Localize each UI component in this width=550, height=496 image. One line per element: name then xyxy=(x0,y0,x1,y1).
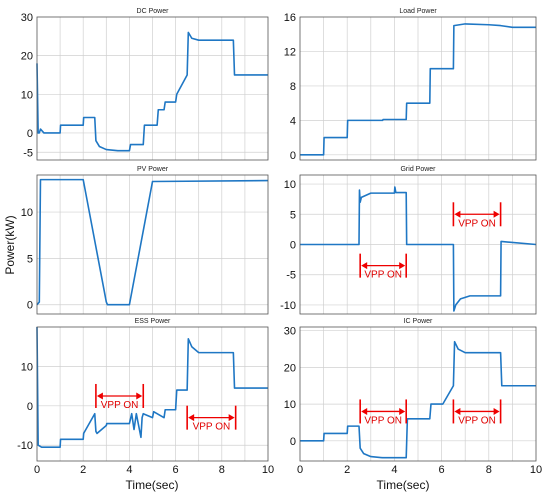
y-tick-label: 4 xyxy=(290,115,296,127)
annotation-label: VPP ON xyxy=(364,270,402,281)
series-line-ess xyxy=(36,326,268,449)
y-tick-label: 30 xyxy=(284,326,296,338)
panel-load: Load Power 0 4 8 12 16 xyxy=(284,8,537,162)
x-tick-label: 0 xyxy=(297,464,303,476)
x-tick-label: 4 xyxy=(391,464,397,476)
y-tick-label: 0 xyxy=(27,300,33,312)
annotation-arrowhead-right xyxy=(136,392,143,400)
annotation-arrowhead-left xyxy=(96,392,103,400)
x-axis-label-right: Time(sec) xyxy=(377,478,430,492)
x-tick-label: 2 xyxy=(80,464,86,476)
y-tick-label: 30 xyxy=(21,12,33,24)
y-tick-label: 10 xyxy=(284,179,296,191)
axes-frame-ic xyxy=(299,326,537,462)
series-line-pv xyxy=(36,178,269,306)
series-line-grid xyxy=(300,186,537,312)
panel-title-dc: DC Power xyxy=(137,8,170,15)
panel-title-ess: ESS Power xyxy=(135,318,171,325)
annotation-arrowhead-left xyxy=(454,407,461,415)
series-line-load xyxy=(300,23,536,156)
y-tick-label: 12 xyxy=(284,46,296,58)
x-tick-label: 6 xyxy=(173,464,179,476)
y-tick-label: -10 xyxy=(17,440,33,452)
vpp-annotation: VPP ON xyxy=(186,405,237,433)
panel-title-grid: Grid Power xyxy=(400,166,436,173)
annotation-arrowhead-left xyxy=(361,407,368,415)
axes-frame-ess xyxy=(36,326,269,462)
y-tick-label: 0 xyxy=(290,436,296,448)
y-tick-label: 5 xyxy=(290,209,296,221)
y-tick-label: 0 xyxy=(290,150,296,162)
series-line-ic xyxy=(300,340,536,459)
vpp-annotation: VPP ON xyxy=(452,202,502,229)
annotation-arrowhead-right xyxy=(399,407,406,415)
axes-frame-pv xyxy=(36,174,269,315)
x-tick-label: 8 xyxy=(486,464,492,476)
annotation-label: VPP ON xyxy=(193,422,231,433)
y-tick-label: 20 xyxy=(284,362,296,374)
y-tick-label: 16 xyxy=(284,12,296,24)
y-tick-label: 0 xyxy=(27,401,33,413)
vpp-annotation: VPP ON xyxy=(452,399,502,426)
annotation-label: VPP ON xyxy=(101,400,139,411)
axes-frame-grid xyxy=(299,174,537,315)
panel-pv: PV Power 0 5 10 xyxy=(21,166,269,315)
annotation-arrowhead-right xyxy=(228,414,235,422)
y-tick-label: 20 xyxy=(21,51,33,63)
y-tick-label: 10 xyxy=(284,399,296,411)
x-tick-label: 10 xyxy=(262,464,274,476)
x-tick-label: 8 xyxy=(219,464,225,476)
annotation-arrowhead-right xyxy=(493,407,500,415)
vpp-annotation: VPP ON xyxy=(359,399,408,426)
y-tick-label: -10 xyxy=(280,300,296,312)
annotation-arrowhead-left xyxy=(454,210,461,218)
y-tick-label: 0 xyxy=(27,128,33,140)
x-tick-label: 4 xyxy=(126,464,132,476)
annotation-label: VPP ON xyxy=(364,415,402,426)
vpp-annotation: VPP ON xyxy=(95,383,145,411)
axes-frame-dc xyxy=(36,16,269,161)
panel-title-pv: PV Power xyxy=(137,166,169,173)
x-tick-label: 0 xyxy=(34,464,40,476)
series-line-dc xyxy=(36,31,268,152)
panel-title-load: Load Power xyxy=(399,8,437,15)
x-tick-label: 10 xyxy=(530,464,542,476)
y-axis-label: Power(kW) xyxy=(3,215,17,274)
annotation-label: VPP ON xyxy=(458,218,496,229)
panel-dc: DC Power -5 0 10 20 30 xyxy=(21,8,269,161)
x-axis-label-left: Time(sec) xyxy=(126,478,179,492)
y-tick-label: 8 xyxy=(290,81,296,93)
y-tick-label: -5 xyxy=(23,147,33,159)
y-tick-label: 10 xyxy=(21,89,33,101)
annotation-arrowhead-left xyxy=(188,414,195,422)
panel-title-ic: IC Power xyxy=(404,318,433,325)
y-tick-label: -5 xyxy=(286,270,296,282)
annotation-arrowhead-left xyxy=(361,262,368,270)
annotation-label: VPP ON xyxy=(458,415,496,426)
vpp-annotation: VPP ON xyxy=(359,253,408,281)
x-tick-label: 6 xyxy=(439,464,445,476)
y-tick-label: 5 xyxy=(27,253,33,265)
y-tick-label: 10 xyxy=(21,361,33,373)
axes-frame-load xyxy=(299,16,537,161)
annotation-arrowhead-right xyxy=(493,210,500,218)
panel-grid: Grid Power -10 -5 0 5 10 VPP ON VPP ON xyxy=(280,166,537,315)
x-tick-label: 2 xyxy=(344,464,350,476)
y-tick-label: 0 xyxy=(290,240,296,252)
y-tick-label: 10 xyxy=(21,207,33,219)
panel-ic: IC Power 0 10 20 30 0 2 4 6 8 10 VPP ON VPP ON xyxy=(284,318,542,476)
annotation-arrowhead-right xyxy=(399,262,406,270)
